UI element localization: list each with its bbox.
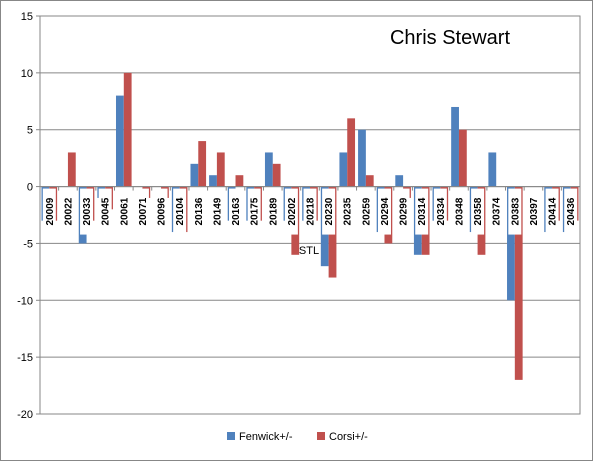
- bar-corsi-20235: [347, 118, 356, 187]
- x-tick-label-background: [61, 188, 75, 235]
- y-tick-label: 15: [21, 11, 33, 23]
- bar-fenwick-20149: [209, 175, 217, 187]
- x-tick-label-background: [471, 188, 485, 235]
- x-tick-label: 20136: [194, 197, 205, 225]
- bar-corsi-20149: [216, 152, 225, 187]
- bar-corsi-20259: [365, 175, 374, 187]
- legend-swatch: [317, 432, 325, 440]
- legend-label: Fenwick+/-: [239, 431, 293, 443]
- bar-fenwick-20383: [507, 186, 515, 301]
- chart-title: Chris Stewart: [390, 27, 510, 49]
- x-tick-label: 20436: [566, 197, 577, 225]
- bar-fenwick-20374: [488, 152, 497, 187]
- x-tick-label-background: [191, 188, 205, 235]
- x-tick-label: 20294: [380, 197, 391, 225]
- x-tick-label-background: [359, 188, 373, 235]
- bar-corsi-20022: [67, 152, 76, 187]
- x-tick-label: 20259: [361, 197, 372, 225]
- x-tick-label: 20348: [454, 197, 465, 225]
- x-tick-label-background: [135, 188, 149, 235]
- x-tick-label: 20096: [157, 197, 168, 225]
- x-tick-label: 20009: [45, 197, 56, 225]
- x-tick-label: 20299: [399, 197, 410, 225]
- x-tick-label: 20314: [417, 197, 428, 225]
- x-tick-label-background: [247, 188, 261, 235]
- y-tick-label: 0: [27, 182, 33, 194]
- x-tick-label-background: [303, 188, 317, 235]
- x-tick-label: 20358: [473, 197, 484, 225]
- legend-label: Corsi+/-: [329, 431, 368, 443]
- bar-fenwick-20235: [339, 152, 348, 187]
- x-tick-label: 20235: [343, 197, 354, 225]
- x-tick-label: 20397: [529, 197, 540, 225]
- y-axis-tick-labels: 15 10 5 0 -5 -10 -15 -20: [17, 11, 33, 421]
- bar-corsi-20383: [514, 186, 523, 380]
- x-tick-label-background: [340, 188, 354, 235]
- x-tick-label-background: [489, 188, 503, 235]
- legend-swatch: [227, 432, 235, 440]
- x-tick-label-background: [433, 188, 447, 235]
- x-tick-label-background: [415, 188, 429, 235]
- bar-corsi-20061: [123, 72, 132, 187]
- y-tick-label: 5: [27, 125, 33, 137]
- x-tick-label: 20104: [175, 197, 186, 225]
- bar-fenwick-20136: [190, 163, 199, 187]
- x-tick-label-background: [284, 188, 298, 235]
- x-tick-label-background: [508, 188, 522, 235]
- x-tick-label-background: [452, 188, 466, 235]
- x-tick-label-background: [377, 188, 391, 235]
- x-tick-label: 20022: [63, 197, 74, 225]
- x-axis-tick-labels: 20009 20022 20033 20045 20061 20071 20096 20104…: [39, 186, 578, 235]
- x-tick-label: 20334: [436, 197, 447, 225]
- x-tick-label: 20189: [268, 197, 279, 225]
- x-tick-label: 20045: [101, 197, 112, 225]
- x-tick-label-background: [117, 188, 131, 235]
- bar-fenwick-20299: [395, 175, 404, 187]
- x-tick-label: 20149: [212, 197, 223, 225]
- x-tick-label: 20218: [306, 197, 317, 225]
- x-tick-label-background: [229, 188, 243, 235]
- y-tick-label: -10: [17, 295, 33, 307]
- x-tick-label-background: [42, 188, 56, 235]
- x-tick-label-background: [154, 188, 168, 235]
- bar-corsi-20136: [198, 141, 207, 187]
- legend: Fenwick+/- Corsi+/-: [227, 431, 368, 443]
- x-tick-label: 20163: [231, 197, 242, 225]
- x-tick-label-background: [266, 188, 280, 235]
- x-tick-label: 20230: [324, 197, 335, 225]
- bar-fenwick-20189: [264, 152, 273, 187]
- x-tick-label-background: [210, 188, 224, 235]
- x-tick-label: 20175: [250, 197, 261, 225]
- y-tick-label: -20: [17, 409, 33, 421]
- x-tick-label-background: [322, 188, 336, 235]
- bar-fenwick-20348: [451, 106, 459, 187]
- x-tick-label-background: [396, 188, 410, 235]
- y-tick-label: 10: [21, 68, 33, 80]
- x-tick-label: 20383: [510, 197, 521, 225]
- x-tick-label: 20061: [119, 197, 130, 225]
- x-tick-label-background: [545, 188, 559, 235]
- y-tick-label: -5: [23, 238, 33, 250]
- x-tick-label-background: [526, 188, 540, 235]
- x-tick-label-background: [564, 188, 578, 235]
- bar-corsi-20163: [235, 175, 244, 187]
- x-tick-label-background: [80, 188, 94, 235]
- x-tick-label-background: [98, 188, 112, 235]
- bar-fenwick-20259: [358, 129, 366, 187]
- x-tick-label-background: [173, 188, 187, 235]
- x-tick-label: 20202: [287, 197, 298, 225]
- x-tick-label: 20033: [82, 197, 93, 225]
- x-tick-label: 20414: [548, 197, 559, 225]
- bar-fenwick-20061: [115, 95, 124, 187]
- y-tick-label: -15: [17, 352, 33, 364]
- x-tick-label: 20071: [138, 197, 149, 225]
- bar-corsi-20189: [272, 163, 281, 187]
- bar-corsi-20348: [458, 129, 467, 187]
- x-tick-label: 20374: [492, 197, 503, 225]
- team-annotation: STL: [299, 245, 319, 257]
